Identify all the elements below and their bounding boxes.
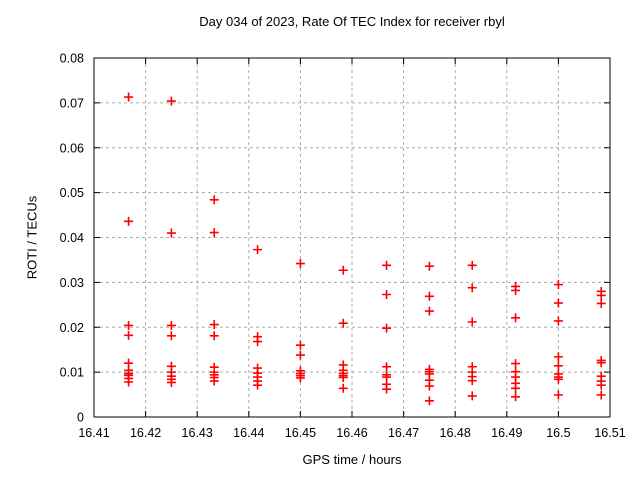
data-point-marker — [596, 358, 606, 368]
data-point-marker — [553, 374, 563, 384]
data-point-marker — [124, 216, 134, 226]
y-axis-label: ROTI / TECUs — [24, 195, 40, 280]
x-tick-label: 16.41 — [78, 426, 109, 440]
data-point-marker — [511, 313, 521, 323]
data-point-marker — [467, 260, 477, 270]
data-point-marker — [511, 285, 521, 295]
x-axis-label: GPS time / hours — [302, 452, 402, 467]
data-point-marker — [467, 283, 477, 293]
data-point-marker — [382, 384, 392, 394]
data-point-marker — [253, 245, 263, 255]
data-point-marker — [382, 362, 392, 372]
data-point-marker — [553, 280, 563, 290]
data-point-marker — [166, 320, 176, 330]
data-point-marker — [553, 361, 563, 371]
data-point-marker — [596, 380, 606, 390]
data-point-marker — [467, 376, 477, 386]
data-point-marker — [338, 265, 348, 275]
data-point-marker — [596, 390, 606, 400]
data-point-marker — [596, 298, 606, 308]
x-tick-label: 16.44 — [233, 426, 264, 440]
x-tick-label: 16.47 — [388, 426, 419, 440]
data-point-marker — [209, 331, 219, 341]
data-point-marker — [124, 377, 134, 387]
data-point-marker — [253, 337, 263, 347]
data-point-marker — [553, 352, 563, 362]
data-point-marker — [424, 306, 434, 316]
y-tick-label: 0 — [77, 411, 84, 425]
x-tick-label: 16.42 — [130, 426, 161, 440]
x-tick-label: 16.45 — [285, 426, 316, 440]
chart-title: Day 034 of 2023, Rate Of TEC Index for r… — [199, 14, 505, 29]
data-point-marker — [124, 320, 134, 330]
x-tick-label: 16.46 — [336, 426, 367, 440]
y-tick-label: 0.04 — [60, 231, 84, 245]
data-point-marker — [253, 380, 263, 390]
data-point-marker — [338, 318, 348, 328]
data-point-marker — [382, 260, 392, 270]
data-point-marker — [295, 373, 305, 383]
data-point-marker — [467, 317, 477, 327]
y-tick-label: 0.02 — [60, 321, 84, 335]
data-point-marker — [596, 290, 606, 300]
data-point-marker — [424, 396, 434, 406]
data-point-marker — [295, 259, 305, 269]
x-tick-label: 16.48 — [440, 426, 471, 440]
data-point-marker — [424, 261, 434, 271]
data-point-marker — [166, 377, 176, 387]
data-point-marker — [295, 350, 305, 360]
data-point-marker — [338, 373, 348, 383]
data-point-marker — [166, 331, 176, 341]
data-point-marker — [511, 392, 521, 402]
data-point-marker — [382, 323, 392, 333]
data-point-marker — [424, 381, 434, 391]
data-point-marker — [553, 298, 563, 308]
data-point-marker — [209, 320, 219, 330]
data-point-marker — [209, 228, 219, 238]
y-tick-label: 0.03 — [60, 276, 84, 290]
data-point-marker — [124, 330, 134, 340]
data-point-marker — [511, 359, 521, 369]
data-point-marker — [124, 92, 134, 102]
x-tick-label: 16.5 — [546, 426, 570, 440]
data-point-marker — [166, 228, 176, 238]
data-point-marker — [295, 340, 305, 350]
x-tick-label: 16.49 — [491, 426, 522, 440]
data-point-marker — [338, 383, 348, 393]
data-point-marker — [209, 376, 219, 386]
data-point-marker — [166, 96, 176, 106]
y-tick-label: 0.05 — [60, 186, 84, 200]
y-tick-label: 0.07 — [60, 96, 84, 110]
data-point-marker — [382, 289, 392, 299]
y-tick-label: 0.06 — [60, 141, 84, 155]
y-tick-label: 0.08 — [60, 52, 84, 66]
data-point-marker — [511, 383, 521, 393]
data-point-marker — [553, 390, 563, 400]
data-point-marker — [553, 316, 563, 326]
data-point-marker — [424, 291, 434, 301]
x-tick-label: 16.43 — [182, 426, 213, 440]
data-point-marker — [209, 195, 219, 205]
x-tick-label: 16.51 — [594, 426, 625, 440]
data-point-marker — [467, 391, 477, 401]
y-tick-label: 0.01 — [60, 366, 84, 380]
